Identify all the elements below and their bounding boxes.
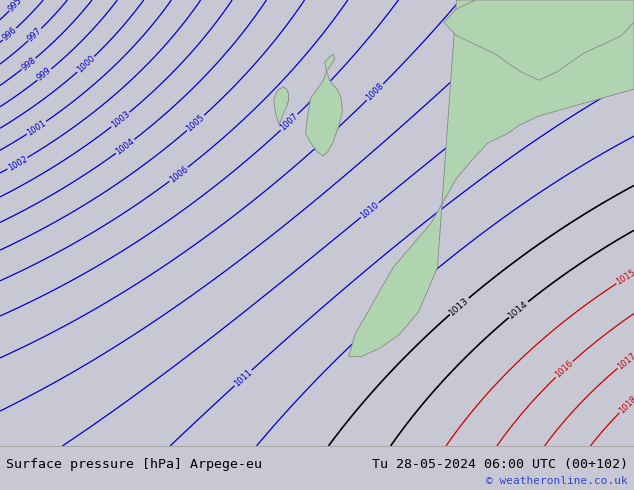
Text: 1002: 1002 bbox=[6, 154, 29, 172]
Text: Surface pressure [hPa] Arpege-eu: Surface pressure [hPa] Arpege-eu bbox=[6, 458, 262, 471]
Text: 998: 998 bbox=[20, 55, 37, 73]
Text: 995: 995 bbox=[7, 0, 24, 13]
Text: 1014: 1014 bbox=[507, 299, 530, 320]
Text: 999: 999 bbox=[36, 66, 53, 83]
Polygon shape bbox=[349, 0, 634, 357]
Text: © weatheronline.co.uk: © weatheronline.co.uk bbox=[486, 476, 628, 487]
Text: 997: 997 bbox=[26, 26, 44, 43]
Text: 1007: 1007 bbox=[278, 112, 300, 133]
Text: 1015: 1015 bbox=[615, 268, 634, 287]
Polygon shape bbox=[444, 0, 634, 80]
Text: 1004: 1004 bbox=[114, 137, 136, 156]
Text: 1001: 1001 bbox=[25, 118, 48, 137]
Text: 1005: 1005 bbox=[184, 113, 207, 133]
Text: 1016: 1016 bbox=[553, 359, 575, 380]
Polygon shape bbox=[274, 87, 288, 125]
Text: 1011: 1011 bbox=[232, 368, 254, 389]
Text: 1008: 1008 bbox=[365, 81, 385, 103]
Text: Tu 28-05-2024 06:00 UTC (00+102): Tu 28-05-2024 06:00 UTC (00+102) bbox=[372, 458, 628, 471]
Text: 1009: 1009 bbox=[507, 10, 529, 30]
Text: 1017: 1017 bbox=[616, 351, 634, 371]
Text: 996: 996 bbox=[1, 25, 18, 43]
Text: 1013: 1013 bbox=[448, 295, 471, 317]
Text: 1012: 1012 bbox=[353, 322, 375, 343]
Text: 1018: 1018 bbox=[617, 394, 634, 415]
Text: 1006: 1006 bbox=[167, 164, 190, 184]
Text: 1003: 1003 bbox=[110, 109, 131, 130]
Polygon shape bbox=[306, 54, 342, 156]
Text: 1010: 1010 bbox=[359, 200, 380, 220]
Text: 1000: 1000 bbox=[75, 54, 96, 75]
